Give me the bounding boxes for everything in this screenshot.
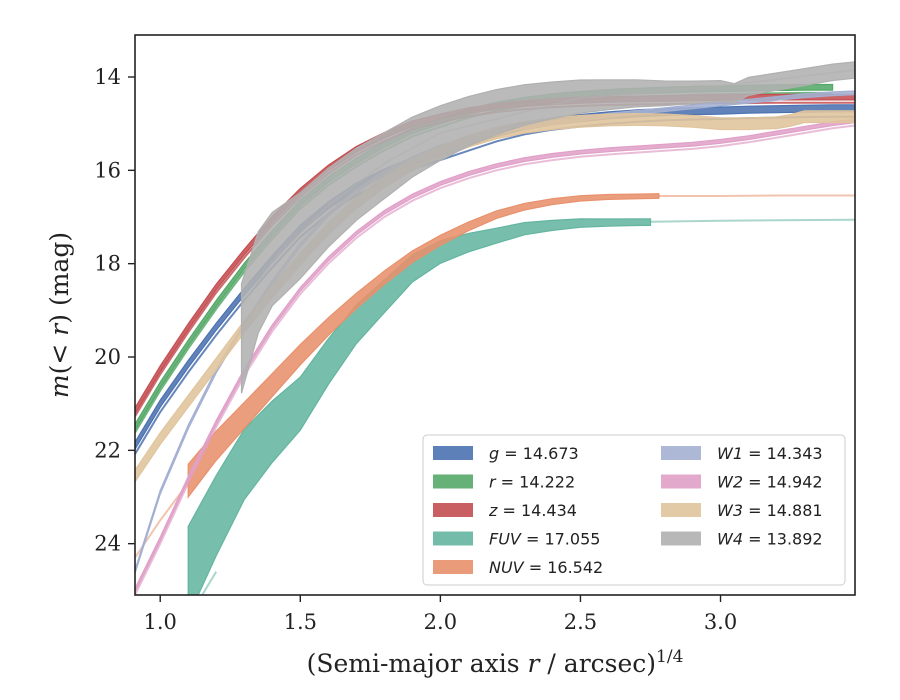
x-axis-title-pre: (Semi-major axis — [307, 649, 528, 678]
legend-swatch-nuv — [433, 560, 473, 574]
y-axis-title-var2: r — [45, 322, 74, 336]
x-axis-title: (Semi-major axis r / arcsec)1/4 — [307, 647, 684, 678]
plot-frame — [134, 34, 856, 596]
x-axis-title-post: / arcsec) — [539, 649, 656, 678]
legend-label-fuv: FUV = 17.055 — [489, 530, 600, 549]
legend-label-w4-band: W4 — [717, 530, 743, 549]
y-tick-label: 14 — [94, 65, 121, 89]
legend-label-fuv-value: = 17.055 — [521, 530, 601, 549]
legend-label-fuv-band: FUV — [489, 530, 522, 549]
x-tick-label: 1.5 — [284, 610, 317, 634]
legend-frame — [422, 434, 846, 586]
legend-label-r-value: = 14.222 — [496, 473, 576, 492]
legend-label-z-band: z — [488, 501, 498, 520]
legend-label-w2-value: = 14.942 — [743, 473, 823, 492]
legend-label-w3-band: W3 — [717, 501, 743, 520]
series-fuv-model-curve — [201, 571, 218, 595]
legend-label-r: r = 14.222 — [489, 473, 575, 492]
x-tick-label: 2.5 — [564, 610, 597, 634]
x-axis-title-sup: 1/4 — [656, 647, 683, 667]
y-tick-label: 22 — [94, 438, 121, 462]
legend-label-w4: W4 = 13.892 — [717, 530, 823, 549]
series-w2 — [135, 118, 855, 595]
legend-label-w2: W2 = 14.942 — [717, 473, 823, 492]
legend-label-z-value: = 14.434 — [497, 501, 577, 520]
y-axis-title-post: ) (mag) — [45, 232, 74, 324]
series-w4-band — [240, 61, 855, 394]
legend-swatch-w2 — [661, 474, 701, 489]
legend-label-g-band: g — [489, 444, 499, 463]
legend-label-w4-value: = 13.892 — [743, 530, 823, 549]
legend-label-w2-band: W2 — [717, 473, 743, 492]
legend-label-nuv-band: NUV — [489, 558, 525, 577]
ticks-layer: 1.0 1.5 2.0 2.5 3.0 14 16 18 20 22 24 — [94, 65, 737, 634]
legend-swatch-w4 — [661, 531, 701, 546]
legend-label-w1-band: W1 — [717, 444, 743, 463]
x-tick-label: 1.0 — [144, 610, 177, 634]
series-nuv-extrapolation — [658, 194, 855, 197]
y-tick-label: 24 — [94, 532, 121, 556]
y-axis-title: m(< r) (mag) — [45, 232, 74, 398]
legend-label-z: z = 14.434 — [488, 501, 577, 520]
y-tick-label: 18 — [94, 252, 121, 276]
legend-swatch-z — [433, 503, 473, 517]
y-tick-label: 16 — [94, 158, 121, 182]
legend-label-w1-value: = 14.343 — [743, 444, 823, 463]
legend-label-nuv: NUV = 16.542 — [489, 558, 603, 577]
y-axis-title-mid: (< — [45, 336, 74, 375]
x-axis-title-var: r — [528, 649, 542, 678]
series-fuv-extrapolation — [650, 218, 855, 223]
series-w2-band — [135, 118, 855, 593]
y-axis-title-var: m — [45, 374, 74, 398]
legend-label-w3-value: = 14.881 — [743, 501, 823, 520]
legend-swatch-fuv — [433, 531, 473, 546]
legend-label-nuv-value: = 16.542 — [524, 558, 604, 577]
legend-label-r-band: r — [489, 473, 497, 492]
y-tick-label: 20 — [94, 345, 121, 369]
legend-swatch-w1 — [661, 446, 701, 460]
x-tick-label: 3.0 — [704, 610, 737, 634]
legend-swatch-g — [433, 446, 473, 460]
series-layer — [135, 61, 855, 595]
x-tick-label: 2.0 — [424, 610, 457, 634]
legend-swatch-r — [433, 474, 473, 489]
legend-label-w1: W1 = 14.343 — [717, 444, 823, 463]
legend-label-g: g = 14.673 — [489, 444, 579, 463]
series-w2-model-curve — [135, 124, 855, 595]
legend-swatch-w3 — [661, 503, 701, 517]
legend-label-g-value: = 14.673 — [499, 444, 579, 463]
series-w4 — [240, 61, 855, 394]
legend-label-w3: W3 = 14.881 — [717, 501, 823, 520]
series-nuv-band — [187, 193, 660, 499]
